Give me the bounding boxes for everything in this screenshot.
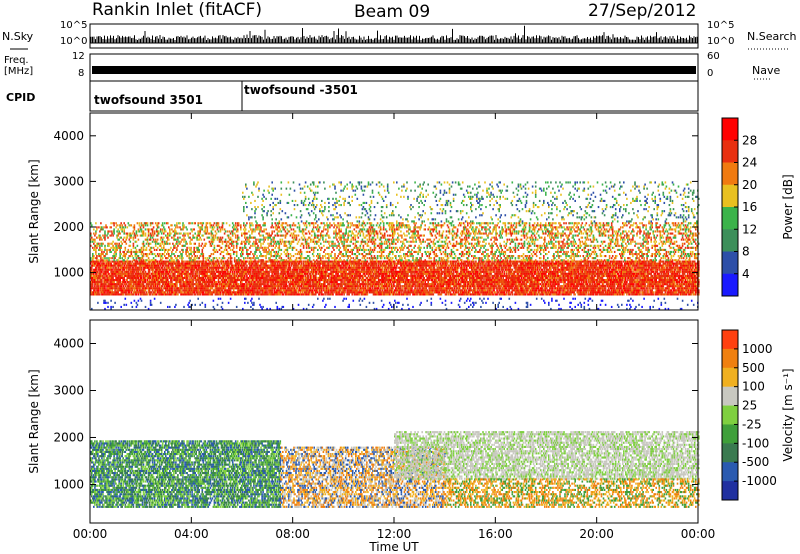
colorbar-swatch [722,207,738,230]
x-tick-label: 00:00 [73,527,108,541]
y-axis-label: Slant Range [km] [27,369,41,473]
cpid-segment-2: twofsound -3501 [244,83,358,97]
freq-band [92,66,696,74]
cpid-segment-1: twofsound 3501 [94,93,203,107]
colorbar-tick-label: 1000 [742,342,773,356]
colorbar-tick-label: 500 [742,361,765,375]
colorbar-swatch [722,481,738,500]
nsearch-bottom-tick: 10^0 [707,36,734,47]
colorbar-swatch [722,368,738,387]
colorbar-swatch [722,424,738,443]
colorbar-swatch [722,163,738,186]
colorbar-swatch [722,443,738,462]
x-tick-label: 08:00 [275,527,310,541]
y-tick-label: 2000 [53,220,84,234]
colorbar-tick-label: 100 [742,380,765,394]
y-axis-label: Slant Range [km] [27,159,41,263]
nsearch-top-tick: 10^5 [707,20,734,31]
nave-bottom-tick: 0 [707,68,713,79]
power-core-band [90,261,700,296]
colorbar-tick-label: 16 [742,200,757,214]
freq-top-tick: 12 [72,51,85,62]
colorbar-label: Velocity [m s⁻¹] [781,368,795,461]
colorbar-swatch [722,274,738,297]
radar-summary-plot: 1000200030004000Slant Range [km] 1000200… [0,0,800,554]
colorbar-swatch [722,349,738,368]
colorbar-swatch [722,330,738,349]
colorbar-label: Power [dB] [781,174,795,239]
nsky-top-tick: 10^5 [60,20,87,31]
y-tick-label: 3000 [53,174,84,188]
colorbar-tick-label: 28 [742,133,757,147]
colorbar-swatch [722,252,738,275]
colorbar-swatch [722,185,738,208]
power-panel: 1000 2000 3000 4000 Slant Range [km] [27,113,700,310]
colorbar-swatch [722,406,738,425]
beam-title: Beam 09 [354,2,430,22]
colorbars: 4 8 12 16 20 24 28 Power [dB] 1000 500 100 25 -25 -10… [722,118,795,501]
colorbar-tick-label: 8 [742,245,750,259]
freq-label-line2: [MHz] [4,66,33,77]
colorbar-tick-label: 4 [742,267,750,281]
colorbar-tick-label: 12 [742,222,757,236]
colorbar-tick-label: 20 [742,178,757,192]
colorbar-swatch [722,387,738,406]
x-tick-label: 00:00 [681,527,716,541]
velocity-panel: 1000 2000 3000 4000 Slant Range [km] 00:00 04:… [27,320,715,554]
y-tick-label: 4000 [53,129,84,143]
x-tick-label: 04:00 [174,527,209,541]
colorbar-tick-label: -1000 [742,474,777,488]
colorbar-tick-label: -500 [742,455,769,469]
nave-top-tick: 60 [707,51,720,62]
y-tick-label: 4000 [53,336,84,350]
station-title: Rankin Inlet (fitACF) [92,0,262,20]
x-tick-label: 12:00 [377,527,412,541]
freq-bottom-tick: 8 [78,68,84,79]
colorbar-swatch [722,140,738,163]
velocity-grey-band [394,431,700,480]
colorbar-swatch [722,229,738,252]
y-tick-label: 1000 [53,477,84,491]
colorbar-tick-label: -100 [742,436,769,450]
colorbar-tick-label: 25 [742,399,757,413]
colorbar-swatch [722,118,738,141]
nsky-bottom-tick: 10^0 [60,36,87,47]
cpid-label: CPID [6,91,35,104]
x-axis-label: Time UT [368,540,419,554]
nsky-bars [91,26,697,43]
y-tick-label: 3000 [53,383,84,397]
y-tick-label: 2000 [53,430,84,444]
freq-label-line1: Freq. [4,55,29,66]
y-tick-label: 1000 [53,266,84,280]
nsearch-label: N.Search [747,30,797,43]
x-tick-label: 16:00 [478,527,513,541]
x-tick-label: 20:00 [579,527,614,541]
colorbar-swatch [722,462,738,481]
colorbar-tick-label: -25 [742,417,762,431]
date-title: 27/Sep/2012 [588,1,696,21]
nsky-label: N.Sky [2,30,33,43]
colorbar-tick-label: 24 [742,156,757,170]
nave-label: Nave [752,64,780,77]
